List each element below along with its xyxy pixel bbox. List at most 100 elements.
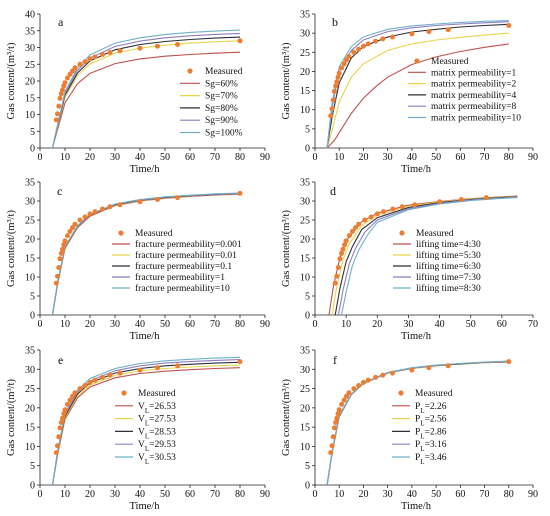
x-tick-label: 60 xyxy=(185,319,195,330)
measured-point xyxy=(346,54,352,59)
legend-label-3: VL=28.53 xyxy=(138,427,176,440)
legend-marker-measured xyxy=(118,230,124,236)
measured-point xyxy=(100,374,105,380)
legend-label-2: fracture permeability=0.01 xyxy=(135,250,237,261)
y-tick-label: 30 xyxy=(25,43,35,54)
measured-point xyxy=(60,87,65,93)
legend-marker-measured xyxy=(187,68,193,74)
y-tick-label: 20 xyxy=(25,403,35,414)
measured-point xyxy=(87,211,93,217)
chart-panel-c: 0 10 20 30 40 50 60 70 80 90 0 5 10 15 20 25 30 35 c Time/h… xyxy=(6,178,270,343)
x-tick-label: 30 xyxy=(110,489,120,500)
legend-label-1: matrix permeability=1 xyxy=(431,68,517,78)
y-tick-label: 20 xyxy=(25,77,35,88)
legend-label-3: fracture permeability=0.1 xyxy=(135,261,232,272)
chart-panel-b: 0 10 20 30 40 50 60 70 80 90 0 5 10 15 20 25 30 35 b Time/h… xyxy=(281,10,538,176)
measured-point xyxy=(341,397,347,403)
measured-point xyxy=(117,202,123,208)
panel-letter: e xyxy=(58,353,63,367)
measured-point xyxy=(58,250,64,256)
x-tick-label: 30 xyxy=(110,319,120,330)
x-tick-label: 50 xyxy=(160,152,170,163)
legend-label-3: PL=2.86 xyxy=(415,427,447,440)
measured-point xyxy=(360,379,366,385)
y-tick-label: 25 xyxy=(300,384,310,395)
y-tick-label: 25 xyxy=(300,216,310,227)
measured-point xyxy=(380,36,386,42)
series-line-1 xyxy=(51,51,241,149)
x-tick-label: 30 xyxy=(110,152,120,163)
measured-point xyxy=(328,113,334,119)
x-tick-label: 0 xyxy=(38,152,43,163)
y-tick-label: 35 xyxy=(300,346,310,357)
y-tick-label: 20 xyxy=(25,235,35,246)
y-tick-label: 25 xyxy=(25,384,35,395)
measured-point xyxy=(346,390,352,396)
x-tick-label: 10 xyxy=(60,489,70,500)
measured-point xyxy=(339,401,345,407)
legend: Measured VL=26.53VL=27.53VL=28.53VL=29.53… xyxy=(115,389,176,466)
y-tick-label: 5 xyxy=(30,127,35,138)
y-tick-label: 35 xyxy=(25,346,35,357)
measured-point xyxy=(340,246,346,252)
measured-point xyxy=(335,411,341,417)
x-tick-label: 80 xyxy=(235,319,245,330)
measured-point xyxy=(409,31,415,37)
x-tick-label: 0 xyxy=(313,319,318,330)
x-tick-label: 40 xyxy=(135,489,145,500)
x-tick-label: 10 xyxy=(341,319,351,330)
legend-label-4: PL=3.16 xyxy=(415,440,447,453)
series-line-4 xyxy=(337,196,518,316)
measured-point xyxy=(137,367,143,373)
measured-point xyxy=(56,265,62,270)
legend-label-3: matrix permeability=4 xyxy=(431,91,517,101)
legend-label-1: lifting time=4:30 xyxy=(416,239,481,250)
measured-point xyxy=(72,221,78,227)
measured-point xyxy=(237,359,243,365)
x-tick-label: 50 xyxy=(160,489,170,500)
x-tick-label: 0 xyxy=(38,489,43,500)
measured-point xyxy=(60,246,65,252)
measured-point xyxy=(333,83,339,89)
measured-point xyxy=(62,80,68,86)
series-line-5 xyxy=(51,192,241,316)
x-tick-label: 60 xyxy=(455,152,465,163)
measured-point xyxy=(82,59,88,65)
legend-label-1: Sg=60% xyxy=(205,79,238,89)
measured-point xyxy=(335,74,341,80)
x-tick-label: 40 xyxy=(407,489,417,500)
measured-point xyxy=(82,214,88,220)
measured-point xyxy=(67,228,73,234)
legend-label-1: PL=2.26 xyxy=(415,402,447,415)
series-line-3 xyxy=(326,23,509,149)
series-line-5 xyxy=(51,356,241,486)
legend-label-4: fracture permeability=1 xyxy=(135,272,225,283)
x-tick-label: 70 xyxy=(480,489,490,500)
y-tick-label: 15 xyxy=(25,423,35,434)
series-line-5 xyxy=(51,29,241,149)
legend-label-2: lifting time=5:30 xyxy=(416,250,481,261)
x-tick-label: 50 xyxy=(431,489,441,500)
x-tick-label: 0 xyxy=(38,319,43,330)
measured-point xyxy=(65,233,70,239)
x-tick-label: 90 xyxy=(528,489,538,500)
y-tick-label: 35 xyxy=(25,178,35,189)
y-axis-title: Gas content/(m³/t) xyxy=(281,379,292,456)
measured-point xyxy=(92,209,98,215)
x-tick-label: 70 xyxy=(210,152,220,163)
measured-point xyxy=(336,70,342,76)
measured-point xyxy=(55,443,60,449)
measured-point xyxy=(57,256,63,262)
legend-label-2: VL=27.53 xyxy=(138,415,176,428)
x-tick-label: 90 xyxy=(528,152,538,163)
x-tick-label: 70 xyxy=(528,319,538,330)
measured-point xyxy=(53,280,59,286)
legend-label-3: Sg=80% xyxy=(205,104,238,114)
y-tick-label: 0 xyxy=(305,144,310,155)
measured-point xyxy=(58,420,64,425)
measured-point xyxy=(330,434,336,440)
measured-point xyxy=(365,377,371,383)
